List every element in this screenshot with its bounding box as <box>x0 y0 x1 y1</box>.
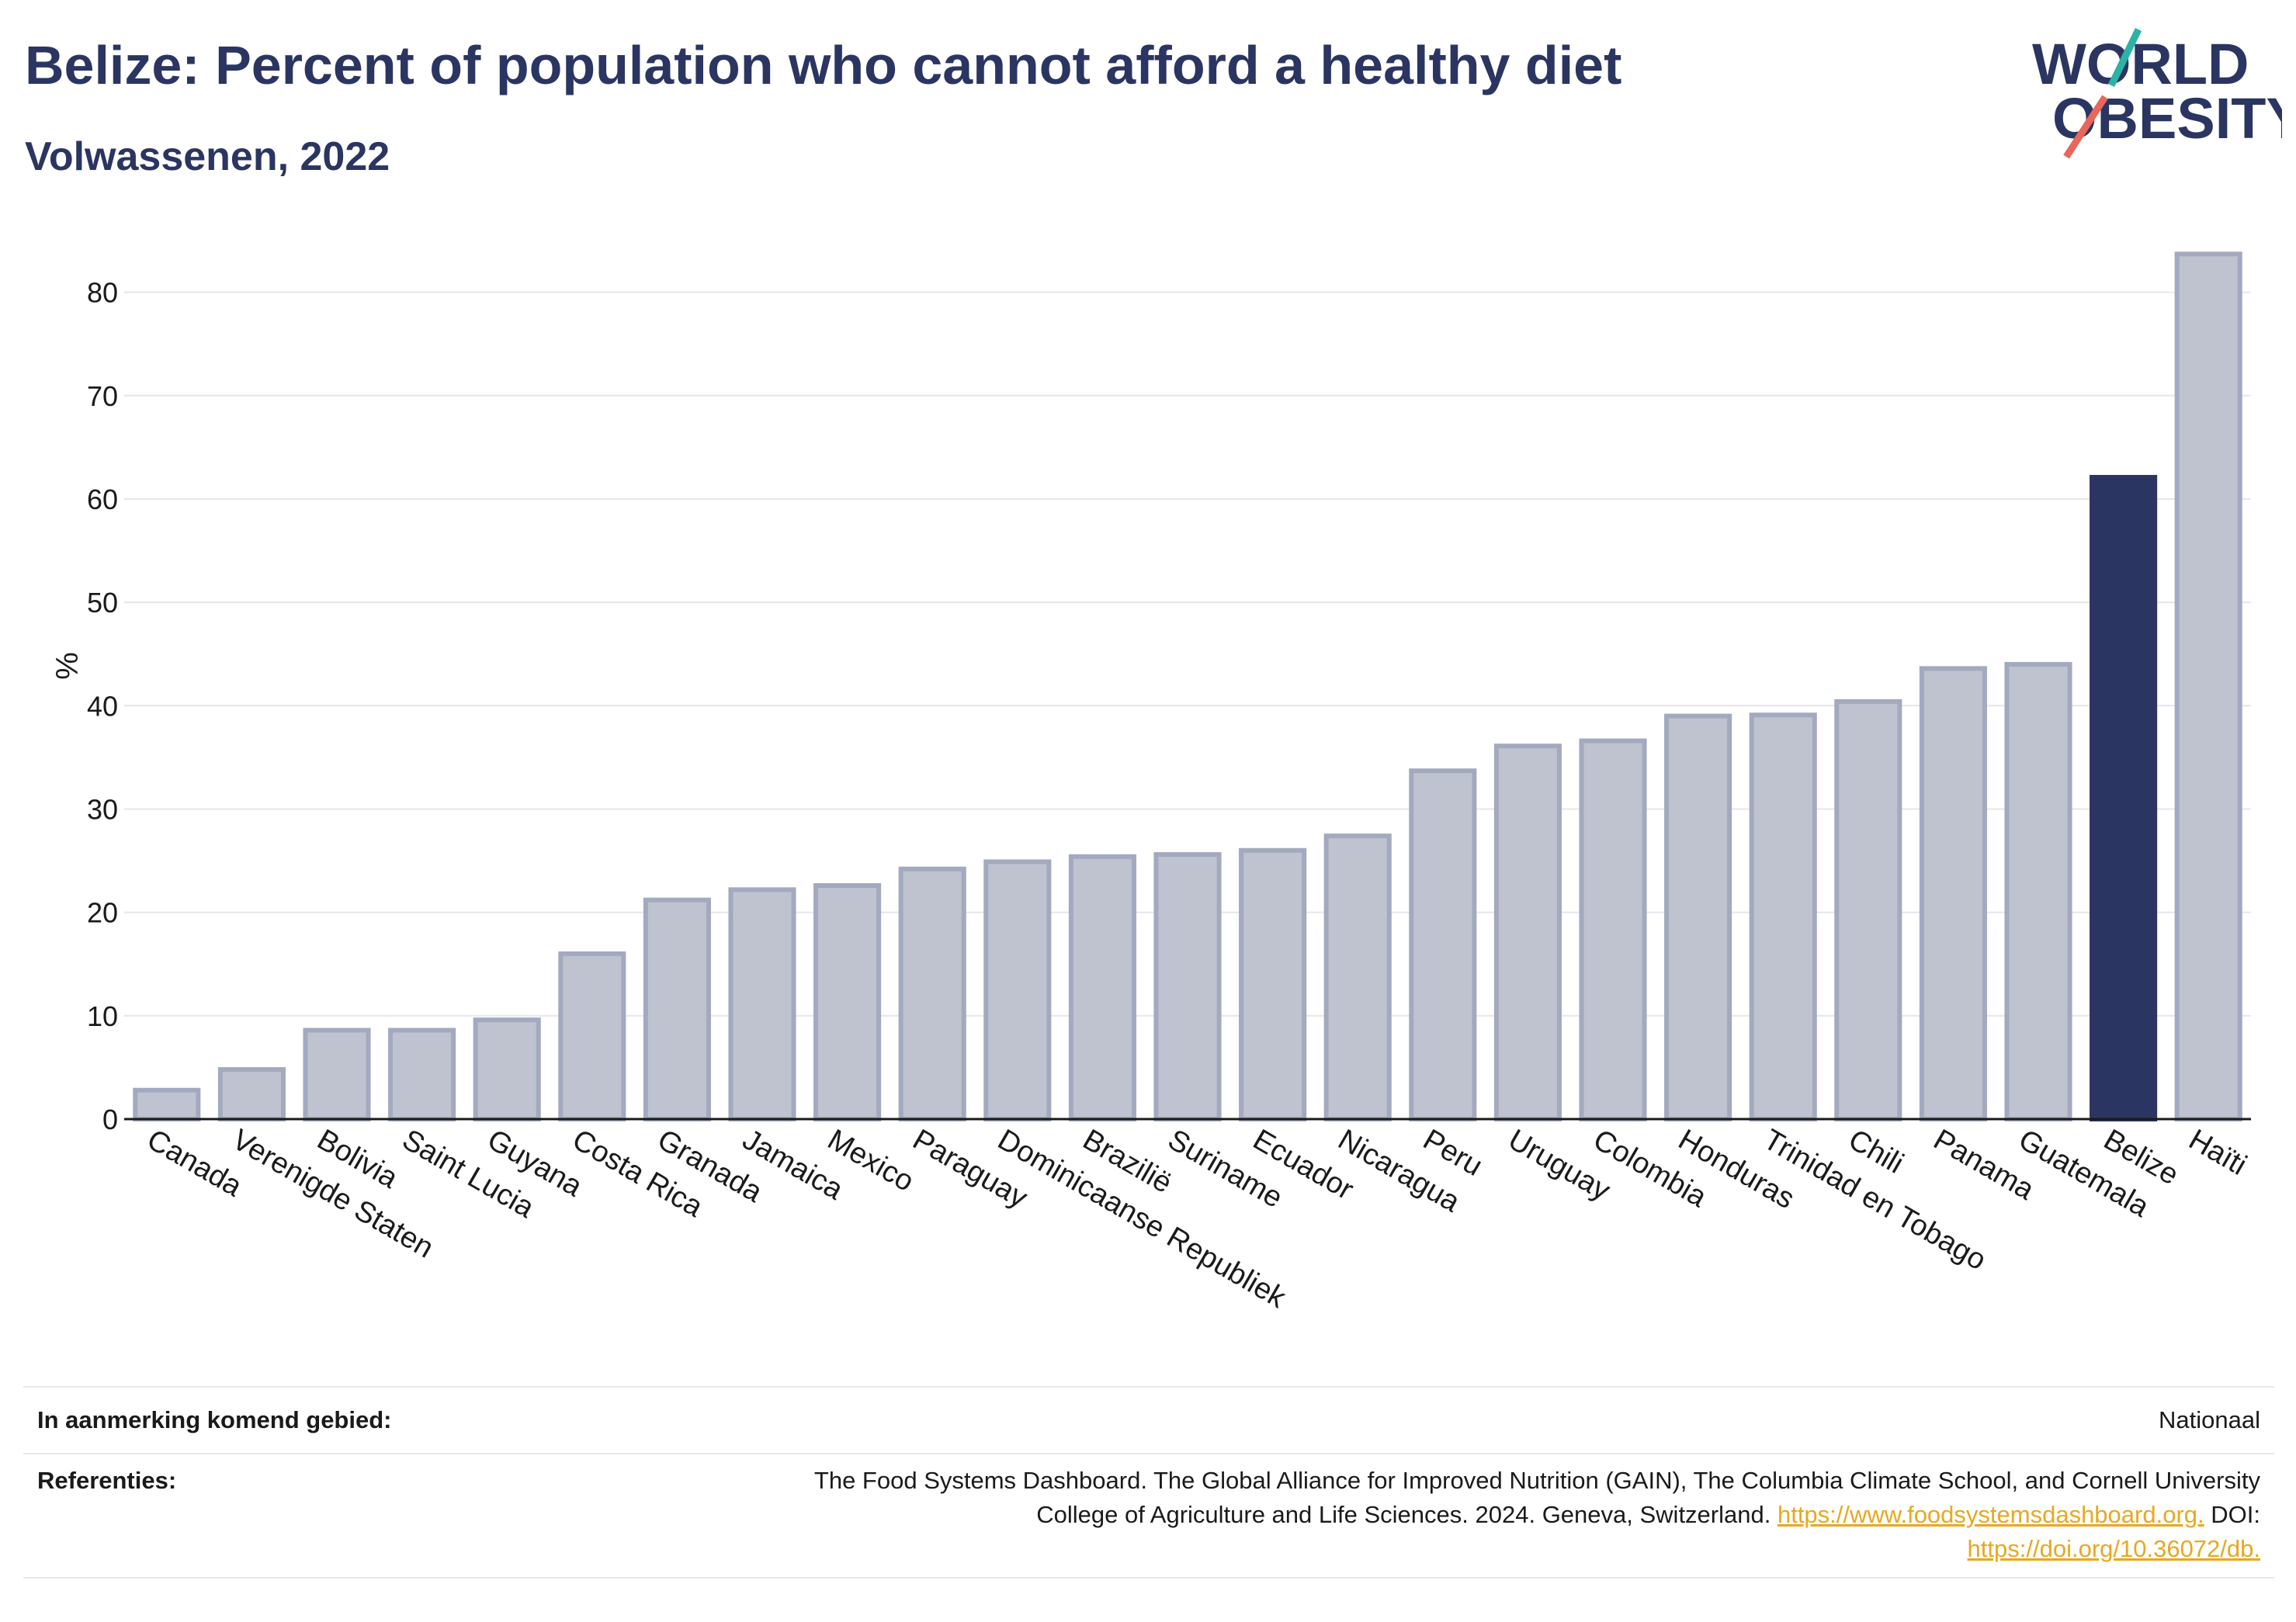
bars <box>133 251 2242 1122</box>
bar-guatemala <box>2004 662 2072 1121</box>
bar-trinidad-en-tobago <box>1749 712 1817 1121</box>
bar-granada <box>643 897 711 1121</box>
bar-panama <box>1919 666 1987 1121</box>
bar-jamaica <box>728 887 796 1122</box>
y-tick-label: 40 <box>87 690 118 722</box>
bar-ecuador <box>1239 847 1307 1122</box>
bar-colombia <box>1579 738 1647 1121</box>
bar-guyana <box>473 1017 541 1122</box>
references-line-3: https://doi.org/10.36072/db. <box>814 1532 2260 1566</box>
page-title: Belize: Percent of population who cannot… <box>25 35 1622 95</box>
bar-dominicaanse-republiek <box>983 859 1052 1122</box>
bar-canada <box>133 1087 201 1121</box>
y-tick-label: 60 <box>87 483 118 515</box>
y-tick-label: 70 <box>87 380 118 412</box>
logo-line-world: WORLD <box>2032 32 2249 96</box>
bar-honduras <box>1664 713 1732 1121</box>
footer-table: In aanmerking komend gebied: Nationaal R… <box>23 1386 2274 1579</box>
logo-slash-coral <box>2063 95 2108 159</box>
bar-uruguay <box>1493 743 1562 1122</box>
bar-belize <box>2090 474 2158 1121</box>
bar-verenigde-staten <box>217 1067 286 1122</box>
references-value: The Food Systems Dashboard. The Global A… <box>814 1464 2260 1566</box>
bar-mexico <box>813 883 882 1121</box>
doi-link[interactable]: https://doi.org/10.36072/db. <box>1967 1535 2260 1562</box>
bar-ha-ti <box>2174 251 2242 1121</box>
bar-costa-rica <box>558 951 626 1121</box>
bar-saint-lucia <box>388 1028 456 1122</box>
references-text-2: College of Agriculture and Life Sciences… <box>1036 1501 1771 1528</box>
bar-bolivia <box>303 1028 371 1122</box>
references-line-1: The Food Systems Dashboard. The Global A… <box>813 1467 2260 1494</box>
y-tick-label: 10 <box>87 1000 118 1032</box>
region-value: Nationaal <box>2159 1406 2260 1433</box>
bar-suriname <box>1153 852 1222 1121</box>
y-tick-label: 50 <box>87 587 118 619</box>
y-tick-label: 80 <box>87 277 118 309</box>
x-tick-label: Haïti <box>2183 1123 2253 1181</box>
world-obesity-logo: WORLD OBESITY <box>2032 28 2282 159</box>
dashboard-link[interactable]: https://www.foodsystemsdashboard.org. <box>1777 1501 2204 1528</box>
footer-row-region: In aanmerking komend gebied: Nationaal <box>23 1386 2274 1453</box>
bar-chili <box>1834 698 1902 1121</box>
x-tick-label: Canada <box>141 1123 248 1203</box>
bar-brazili- <box>1068 854 1136 1122</box>
references-label: Referenties: <box>37 1467 177 1494</box>
y-axis: 0 10 20 30 40 50 60 70 80 <box>87 277 118 1135</box>
footer-row-references: Referenties: The Food Systems Dashboard.… <box>23 1453 2274 1579</box>
y-tick-label: 20 <box>87 897 118 929</box>
y-tick-label: 0 <box>102 1104 118 1135</box>
y-axis-title: % <box>49 652 83 680</box>
logo-slash-teal <box>2107 28 2142 87</box>
page-subtitle: Volwassenen, 2022 <box>25 134 390 179</box>
region-label: In aanmerking komend gebied: <box>37 1406 392 1433</box>
references-line-2: College of Agriculture and Life Sciences… <box>814 1498 2260 1532</box>
bar-peru <box>1409 768 1477 1122</box>
bar-paraguay <box>898 866 966 1121</box>
doi-label: DOI: <box>2211 1501 2260 1528</box>
bar-nicaragua <box>1323 834 1392 1121</box>
y-tick-label: 30 <box>87 793 118 825</box>
